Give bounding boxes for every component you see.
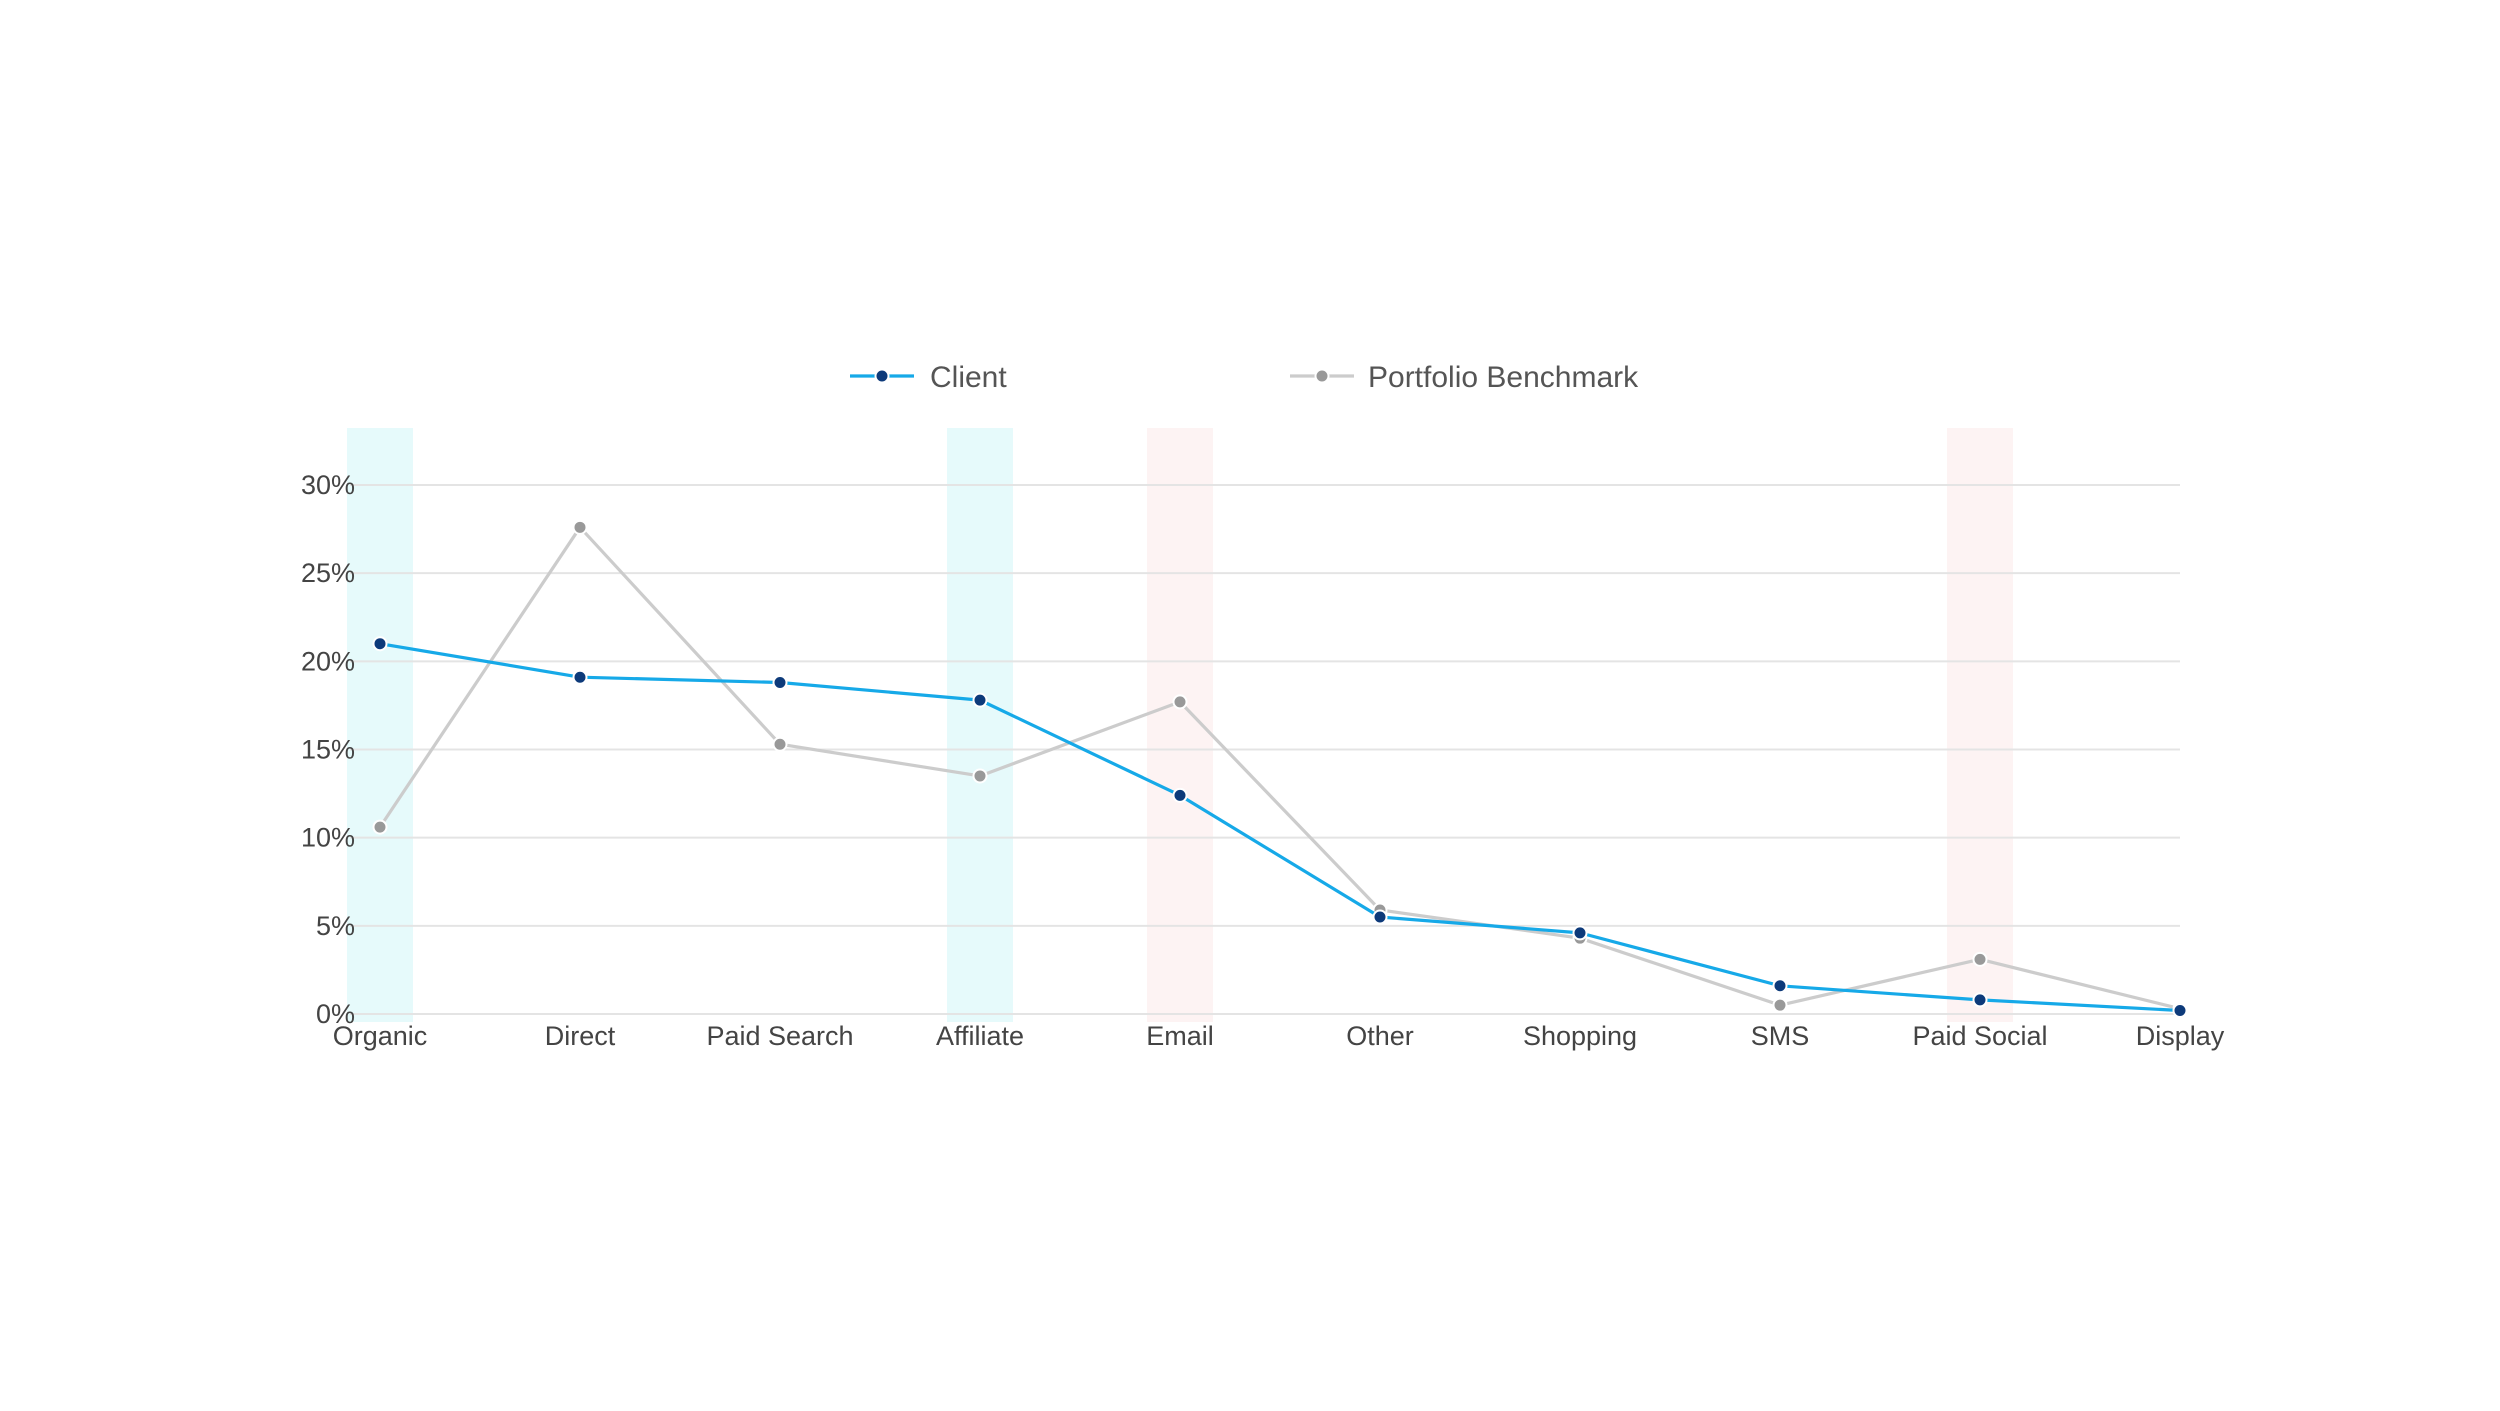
highlight-bands	[347, 428, 2013, 1022]
legend-item-client: Client	[850, 361, 1007, 394]
gridlines	[350, 484, 2180, 1015]
x-tick-label-email: Email	[1146, 1021, 1214, 1051]
x-tick-label-paid-search: Paid Search	[706, 1021, 853, 1051]
legend-marker-portfolio-benchmark	[1314, 368, 1330, 384]
x-tick-label-shopping: Shopping	[1523, 1021, 1637, 1051]
point-portfolio-benchmark-affiliate	[972, 768, 988, 784]
y-tick-label-6: 30%	[301, 470, 355, 500]
y-tick-label-1: 5%	[316, 911, 355, 941]
point-portfolio-benchmark-email	[1172, 694, 1188, 710]
legend: Client Portfolio Benchmark	[850, 361, 1639, 394]
point-client-paid-social	[1972, 992, 1988, 1008]
highlight-band-paid-social	[1947, 428, 2013, 1022]
point-portfolio-benchmark-organic	[372, 819, 388, 835]
point-client-shopping	[1572, 925, 1588, 941]
point-portfolio-benchmark-paid-search	[772, 736, 788, 752]
point-portfolio-benchmark-paid-social	[1972, 951, 1988, 967]
series-line-client	[378, 642, 2182, 1013]
y-tick-label-0: 0%	[316, 999, 355, 1029]
point-portfolio-benchmark-direct	[572, 519, 588, 535]
point-portfolio-benchmark-sms	[1772, 997, 1788, 1013]
point-client-affiliate	[972, 692, 988, 708]
x-tick-label-other: Other	[1346, 1021, 1414, 1051]
legend-item-portfolio-benchmark: Portfolio Benchmark	[1290, 361, 1639, 394]
point-client-organic	[372, 636, 388, 652]
series-portfolio-benchmark	[372, 519, 2188, 1017]
series-line-portfolio-benchmark	[378, 525, 2182, 1011]
x-tick-label-affiliate: Affiliate	[936, 1021, 1024, 1051]
series-client	[372, 636, 2188, 1018]
y-tick-label-5: 25%	[301, 558, 355, 588]
x-axis: Organic Direct Paid Search Affiliate Email Ot…	[333, 1021, 2225, 1051]
y-tick-label-4: 20%	[301, 646, 355, 676]
y-tick-label-2: 10%	[301, 823, 355, 853]
x-tick-label-display: Display	[2136, 1021, 2225, 1051]
series-lines	[372, 519, 2188, 1018]
x-tick-label-paid-social: Paid Social	[1912, 1021, 2047, 1051]
highlight-band-affiliate	[947, 428, 1013, 1022]
x-tick-label-direct: Direct	[545, 1021, 616, 1051]
point-client-email	[1172, 787, 1188, 803]
point-client-paid-search	[772, 674, 788, 690]
x-tick-label-organic: Organic	[333, 1021, 428, 1051]
point-client-direct	[572, 669, 588, 685]
legend-label-portfolio-benchmark: Portfolio Benchmark	[1368, 361, 1639, 394]
y-tick-label-3: 15%	[301, 735, 355, 765]
legend-label-client: Client	[930, 361, 1007, 394]
point-client-display	[2172, 1002, 2188, 1018]
point-client-other	[1372, 909, 1388, 925]
x-tick-label-sms: SMS	[1751, 1021, 1810, 1051]
y-axis: 0% 5% 10% 15% 20% 25% 30%	[301, 470, 355, 1029]
legend-marker-client	[874, 368, 890, 384]
highlight-band-organic	[347, 428, 413, 1022]
point-client-sms	[1772, 978, 1788, 994]
